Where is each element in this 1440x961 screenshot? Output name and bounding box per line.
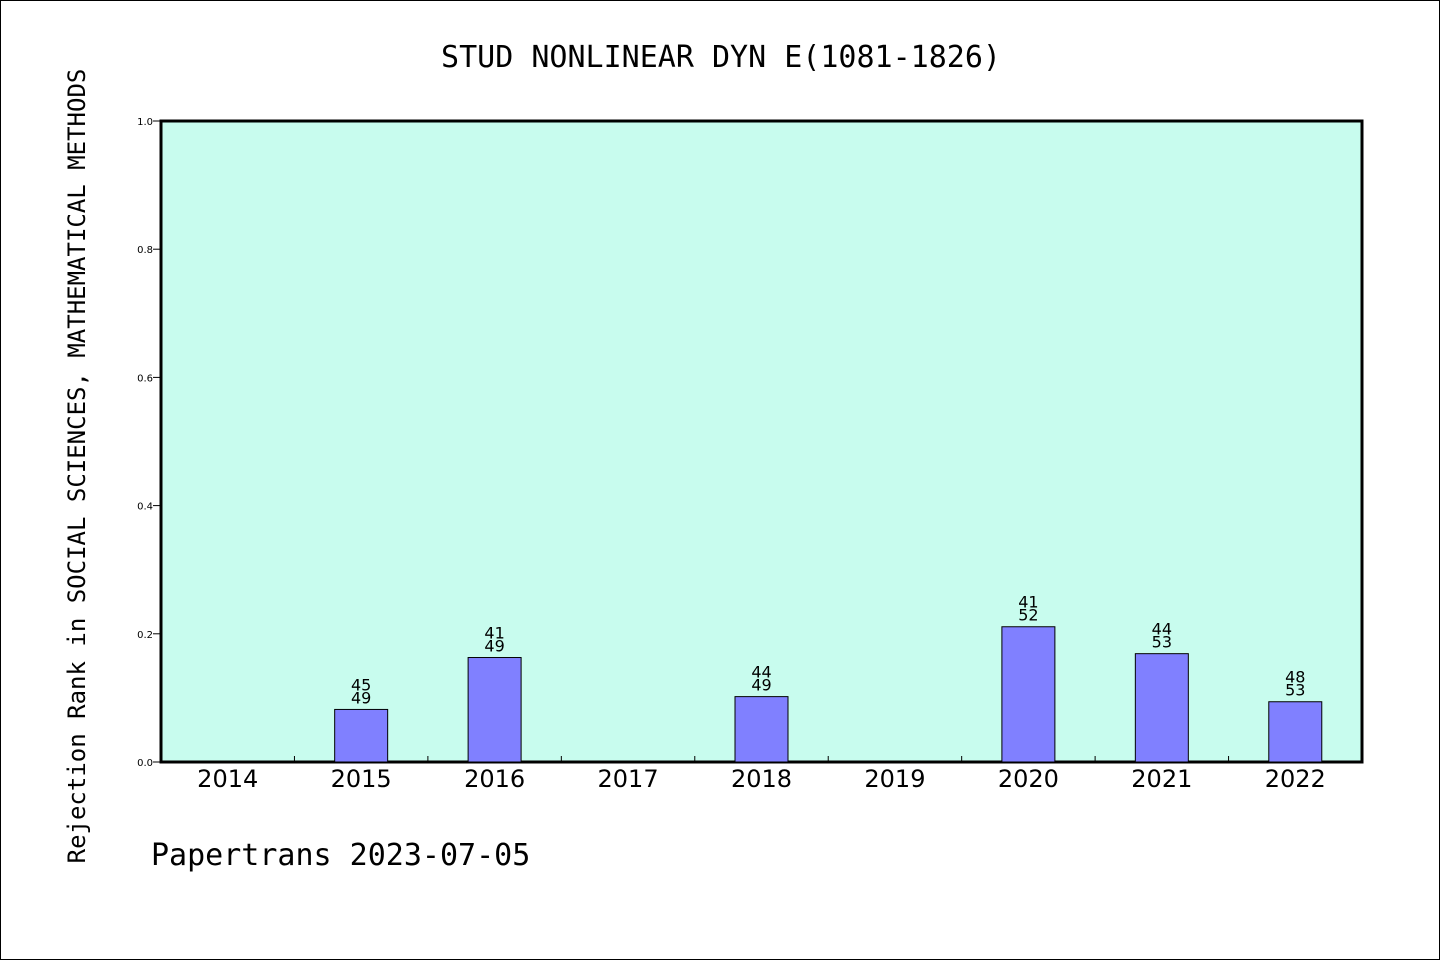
x-axis-ticks: 2014 2015 2016 2017 2018 2019 2020 2021 2022	[197, 756, 1326, 793]
bar-2022	[1268, 701, 1323, 763]
bar-label-bottom: 49	[484, 637, 504, 656]
bar-label-bottom: 49	[351, 688, 371, 707]
chart-title: STUD NONLINEAR DYN E(1081-1826)	[441, 40, 1001, 75]
bar-label-top: 45	[351, 675, 371, 694]
y-tick-label: 0.2	[137, 630, 153, 641]
x-tick-label: 2022	[1265, 765, 1326, 793]
bar-label-top: 41	[484, 624, 504, 643]
x-tick-label: 2021	[1131, 765, 1192, 793]
x-tick-label: 2017	[598, 765, 659, 793]
bar-label-top: 44	[1152, 620, 1172, 639]
bar-label-top: 48	[1285, 668, 1305, 687]
y-tick-label: 0.4	[137, 502, 153, 513]
y-tick-label: 0.6	[137, 373, 153, 384]
y-tick-label: 0.0	[137, 758, 153, 769]
bar-2018	[734, 696, 789, 763]
bar-2016	[467, 657, 522, 763]
bar-label-bottom: 53	[1285, 681, 1305, 700]
bar-label-top: 44	[751, 663, 771, 682]
bar-label-bottom: 49	[751, 676, 771, 695]
footer-text: Papertrans 2023-07-05	[151, 838, 530, 873]
bar-2020	[1001, 626, 1056, 763]
bar-label-top: 41	[1018, 593, 1038, 612]
x-tick-label: 2015	[331, 765, 392, 793]
bars	[334, 626, 1323, 763]
x-tick-label: 2018	[731, 765, 792, 793]
y-axis-ticks: 0.0 0.2 0.4 0.6 0.8 1.0	[137, 117, 161, 769]
y-tick-label: 1.0	[137, 117, 153, 128]
y-tick-label: 0.8	[137, 245, 153, 256]
bar-2015	[334, 708, 389, 763]
bar-2021	[1134, 653, 1189, 763]
y-axis-label: Rejection Rank in SOCIAL SCIENCES, MATHE…	[63, 69, 91, 864]
x-tick-label: 2014	[197, 765, 258, 793]
x-tick-label: 2016	[464, 765, 525, 793]
bar-label-bottom: 53	[1152, 633, 1172, 652]
x-tick-label: 2020	[998, 765, 1059, 793]
bar-label-bottom: 52	[1018, 606, 1038, 625]
x-tick-label: 2019	[864, 765, 925, 793]
